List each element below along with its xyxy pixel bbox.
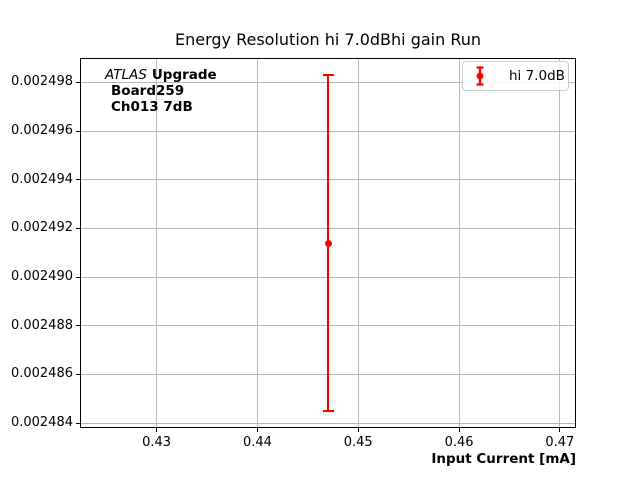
legend: hi 7.0dB	[462, 61, 569, 91]
legend-label: hi 7.0dB	[509, 68, 565, 84]
y-tick-label: 0.002490	[10, 269, 73, 285]
x-axis-label: Input Current [mA]	[431, 451, 576, 467]
y-tick-label: 0.002494	[10, 171, 73, 187]
errorbar-marker-icon	[476, 66, 484, 86]
upgrade-label: Upgrade	[151, 67, 217, 83]
x-tick-mark	[458, 428, 460, 432]
y-tick-label: 0.002496	[10, 123, 73, 139]
x-tick-label: 0.44	[242, 435, 272, 450]
annotation-line-1: ATLAS Upgrade	[105, 67, 217, 83]
y-tick-label: 0.002492	[10, 220, 73, 236]
x-tick-mark	[256, 428, 258, 432]
x-tick-mark	[357, 428, 359, 432]
y-tick-label: 0.002484	[10, 415, 73, 431]
x-tick-label: 0.46	[444, 435, 474, 450]
x-tick-label: 0.47	[545, 435, 575, 450]
x-tick-mark	[559, 428, 561, 432]
annotation-line-3: Ch013 7dB	[111, 99, 193, 115]
x-tick-label: 0.45	[343, 435, 373, 450]
atlas-annotation: ATLAS Upgrade Board259 Ch013 7dB	[105, 67, 217, 115]
y-tick-label: 0.002488	[10, 317, 73, 333]
y-tick-label: 0.002498	[10, 74, 73, 90]
chart-title: Energy Resolution hi 7.0dBhi gain Run	[174, 30, 482, 49]
y-tick-label: 0.002486	[10, 366, 73, 382]
x-tick-label: 0.43	[142, 435, 172, 450]
atlas-label: ATLAS	[105, 67, 147, 83]
x-tick-mark	[156, 428, 158, 432]
plot-frame	[80, 58, 576, 428]
annotation-line-2: Board259	[111, 83, 185, 99]
